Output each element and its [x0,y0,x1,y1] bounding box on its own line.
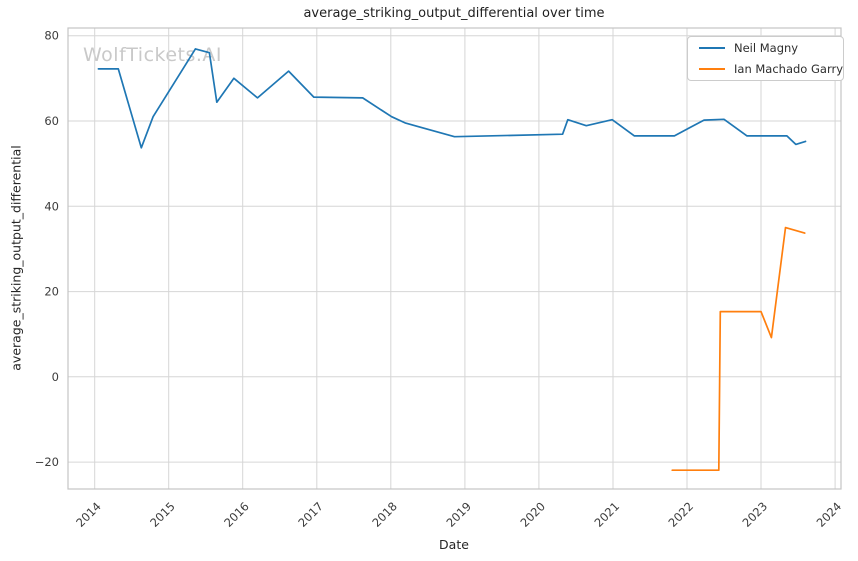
watermark: WolfTickets.AI [83,44,223,66]
y-tick-label: 20 [44,285,59,299]
x-tick-label: 2018 [369,499,400,530]
x-tick-label: 2022 [666,499,697,530]
y-axis-label: average_striking_output_differential [8,145,24,371]
y-tick-label: −20 [35,455,59,469]
x-tick-label: 2014 [73,499,104,530]
legend-label-ian-machado-garry: Ian Machado Garry [734,62,844,76]
x-tick-label: 2023 [740,499,771,530]
series-line-ian-machado-garry [671,226,806,472]
legend-line-swatch-blue [699,47,725,49]
x-axis-label: Date [439,537,469,552]
x-tick-label: 2019 [443,499,474,530]
y-tick-label: 80 [44,29,59,43]
legend: Neil Magny Ian Machado Garry [687,36,844,81]
x-tick-label: 2016 [221,499,252,530]
chart-title: average_striking_output_differential ove… [303,6,605,21]
legend-item-neil-magny: Neil Magny [699,41,843,55]
legend-item-ian-machado-garry: Ian Machado Garry [699,62,843,76]
plot-frame [67,27,842,490]
y-tick-label: 0 [52,370,59,384]
y-tick-label: 40 [44,199,59,213]
series-line-neil-magny [97,48,807,149]
y-tick-label: 60 [44,114,59,128]
x-tick-label: 2017 [295,499,326,530]
legend-label-neil-magny: Neil Magny [734,41,799,55]
x-tick-label: 2021 [592,499,623,530]
x-tick-label: 2024 [814,499,845,530]
x-tick-label: 2020 [517,499,548,530]
x-tick-label: 2015 [147,499,178,530]
legend-line-swatch-orange [699,68,725,70]
